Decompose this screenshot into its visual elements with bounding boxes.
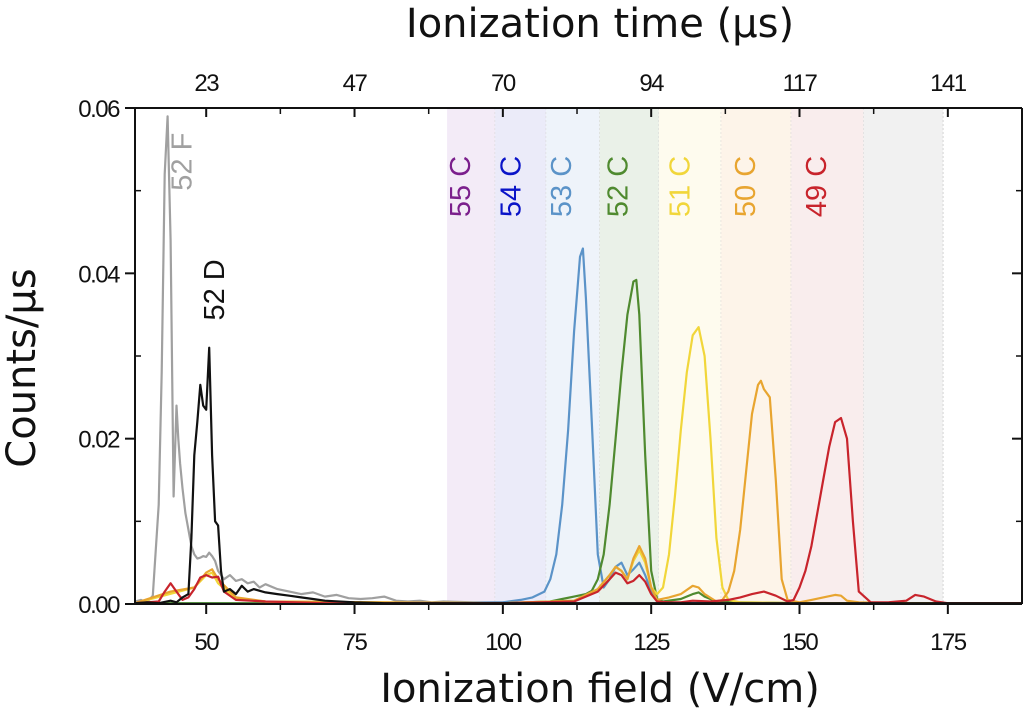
band-55c	[447, 108, 496, 604]
y-tick-label: 0.04	[78, 261, 120, 288]
top-x-tick-label: 70	[491, 70, 516, 97]
x-tick-label: 75	[343, 629, 368, 656]
x-tick-label: 100	[485, 629, 522, 656]
y-tick-label: 0.06	[78, 96, 120, 123]
axes	[125, 107, 1023, 614]
y-axis-title: Counts/µs	[0, 268, 45, 467]
peak-label-52f: 52 F	[166, 133, 198, 191]
peak-label-53c: 53 C	[546, 156, 578, 217]
series-lines	[134, 115, 1022, 605]
top-x-tick-label: 47	[343, 70, 368, 97]
top-x-tick-label: 94	[639, 70, 664, 97]
peak-label-52d: 52 D	[199, 259, 231, 320]
y-tick-label: 0.02	[78, 427, 120, 454]
top-x-tick-label: 141	[930, 70, 967, 97]
top-x-axis-title: Ionization time (µs)	[406, 1, 794, 47]
top-x-tick-label: 23	[194, 70, 219, 97]
annotations: 52 F 52 D 55 C 54 C 53 C 52 C 51 C 50 C 49 C	[166, 133, 833, 321]
peak-label-55c: 55 C	[445, 156, 477, 217]
x-tick-label: 125	[633, 629, 670, 656]
peak-label-49c: 49 C	[801, 156, 833, 217]
series-line-52c	[135, 278, 1022, 605]
x-tick-label: 150	[782, 629, 819, 656]
peak-label-52c: 52 C	[602, 156, 634, 217]
x-tick-label: 175	[930, 629, 967, 656]
x-axis-title: Ionization field (V/cm)	[380, 666, 820, 712]
series-line-53c	[135, 247, 1022, 605]
band-gray	[863, 108, 944, 604]
x-tick-label: 50	[194, 629, 219, 656]
tick-labels: 50 75 100 125 150 175 23 47 70 94 117 141 0.00 0.02 0.…	[78, 70, 968, 656]
peak-label-54c: 54 C	[496, 156, 528, 217]
band-49c	[791, 108, 864, 604]
peak-label-50c: 50 C	[730, 156, 762, 217]
band-54c	[495, 108, 547, 604]
peak-label-51c: 51 C	[665, 156, 697, 217]
top-x-tick-label: 117	[783, 70, 818, 97]
band-50c	[721, 108, 792, 604]
y-tick-label: 0.00	[78, 592, 120, 619]
